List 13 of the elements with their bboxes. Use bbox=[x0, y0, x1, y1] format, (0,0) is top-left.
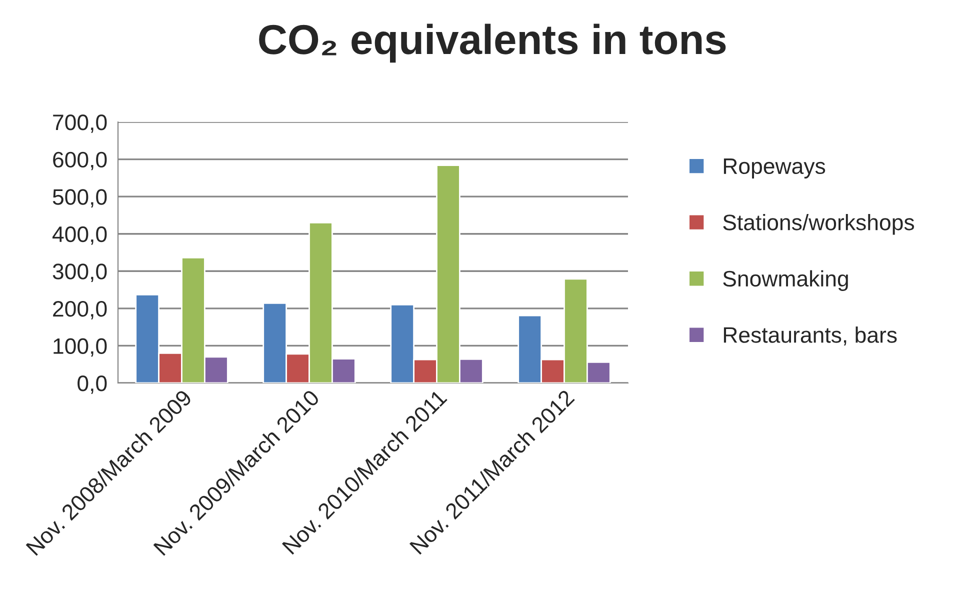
y-tick-label: 500,0 bbox=[52, 189, 107, 208]
y-tick-label: 700,0 bbox=[53, 114, 107, 133]
y-tick-label: 100,0 bbox=[54, 338, 107, 357]
y-tick-label: 600,0 bbox=[53, 152, 107, 170]
y-tick-label: 300,0 bbox=[52, 264, 107, 282]
legend-label: Snowmaking bbox=[723, 270, 848, 291]
y-tick-label: 400,0 bbox=[52, 226, 107, 245]
y-tick-label: 0,0 bbox=[78, 376, 107, 394]
legend-label: Ropeways bbox=[724, 158, 826, 178]
y-tick-label: 200,0 bbox=[53, 300, 107, 320]
legend-label: Restaurants, bars bbox=[724, 326, 897, 346]
legend-label: Stations/workshops bbox=[723, 214, 914, 235]
chart-title: CO₂ equivalents in tons bbox=[259, 24, 726, 63]
